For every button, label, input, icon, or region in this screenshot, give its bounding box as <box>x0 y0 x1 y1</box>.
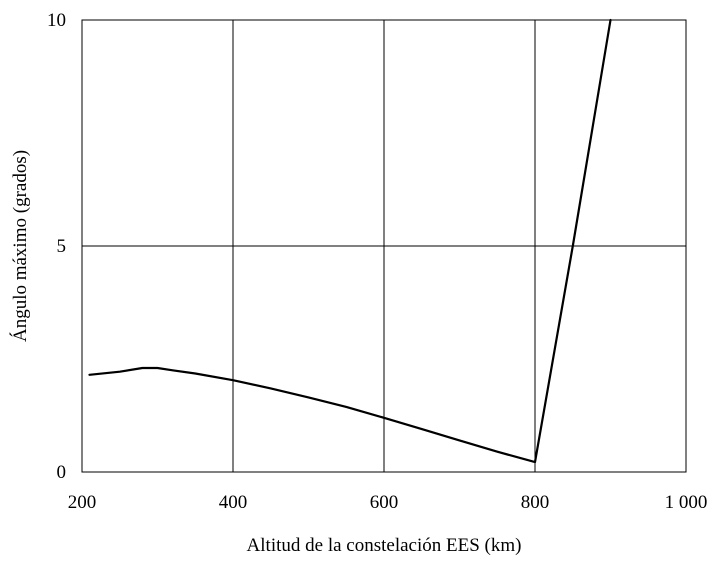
y-tick-label: 10 <box>47 10 66 31</box>
y-tick-label: 5 <box>57 236 67 257</box>
plot-frame <box>81 19 687 473</box>
x-axis-ticks: 200 400 600 800 1 000 <box>68 492 708 513</box>
x-tick-label: 1 000 <box>665 492 708 513</box>
grid <box>82 20 686 472</box>
x-axis-title: Altitud de la constelación EES (km) <box>247 535 522 556</box>
x-tick-label: 800 <box>521 492 550 513</box>
y-tick-label: 0 <box>57 462 67 483</box>
y-axis-title: Ángulo máximo (grados) <box>9 150 31 342</box>
series-line <box>88 18 612 464</box>
series-layer <box>88 18 612 464</box>
x-tick-label: 200 <box>68 492 97 513</box>
x-tick-label: 400 <box>219 492 248 513</box>
y-axis-ticks: 0 5 10 <box>47 10 66 483</box>
x-tick-label: 600 <box>370 492 399 513</box>
